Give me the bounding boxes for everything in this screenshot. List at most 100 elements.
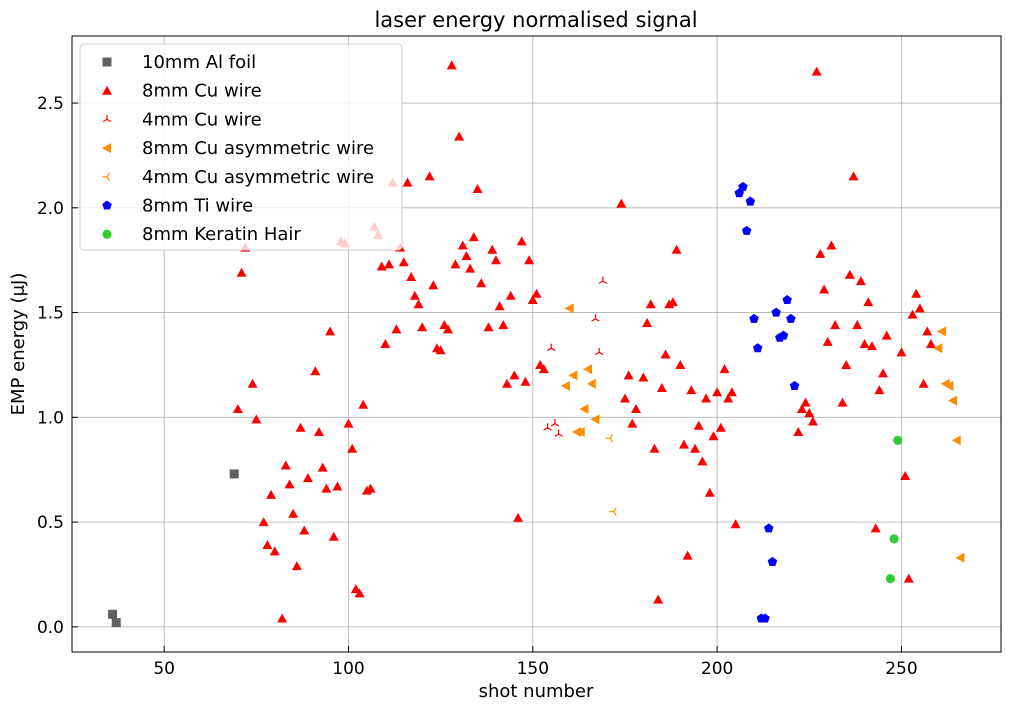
data-point	[686, 385, 697, 395]
data-point	[468, 232, 479, 242]
data-point	[446, 60, 457, 70]
data-point	[752, 343, 763, 353]
data-point	[708, 431, 719, 441]
data-point	[476, 278, 487, 288]
legend-marker	[102, 57, 112, 67]
data-point	[277, 613, 288, 623]
data-point	[365, 483, 376, 493]
data-point	[726, 387, 737, 397]
data-point	[933, 343, 943, 354]
x-axis-label: shot number	[479, 681, 594, 702]
data-point	[594, 347, 604, 356]
data-point	[819, 284, 830, 294]
data-point	[258, 517, 269, 527]
legend-label: 8mm Ti wire	[142, 196, 253, 217]
data-point	[560, 380, 570, 391]
data-point	[472, 183, 483, 193]
data-point	[505, 290, 516, 300]
data-point	[269, 546, 280, 556]
data-point	[417, 322, 428, 332]
data-point	[896, 347, 907, 357]
legend-marker	[102, 172, 110, 181]
data-point	[236, 267, 247, 277]
data-point	[852, 320, 863, 330]
legend: 10mm Al foil 8mm Cu wire 4mm Cu wire 8mm Cu…	[79, 43, 403, 251]
data-point	[704, 487, 715, 497]
data-point	[450, 259, 461, 269]
data-point	[811, 66, 822, 76]
data-point	[671, 244, 682, 254]
data-point	[807, 416, 818, 426]
data-point	[749, 313, 759, 323]
series-triangle-left	[560, 303, 965, 563]
data-point	[918, 378, 929, 388]
data-point	[583, 364, 593, 375]
series-square	[108, 469, 239, 628]
y-tick-label: 1.0	[37, 408, 64, 428]
y-axis-label: EMP energy (μJ)	[8, 273, 29, 416]
data-point	[232, 403, 243, 413]
data-point	[804, 408, 815, 418]
data-point	[837, 397, 848, 407]
data-point	[413, 299, 424, 309]
series-tri-left	[605, 434, 617, 516]
data-point	[730, 519, 741, 529]
data-point	[568, 370, 578, 381]
data-point	[701, 393, 712, 403]
data-point	[284, 479, 295, 489]
data-point	[262, 540, 273, 550]
data-point	[889, 534, 899, 544]
legend-label: 10mm Al foil	[142, 52, 256, 73]
data-point	[863, 297, 874, 307]
data-point	[490, 255, 501, 265]
data-point	[675, 359, 686, 369]
data-point	[841, 359, 852, 369]
data-point	[678, 439, 689, 449]
data-point	[878, 368, 889, 378]
data-point	[266, 489, 277, 499]
data-point	[822, 336, 833, 346]
data-point	[435, 345, 446, 355]
legend-label: 8mm Cu asymmetric wire	[142, 138, 374, 159]
data-point	[384, 259, 395, 269]
data-point	[280, 460, 291, 470]
data-point	[288, 508, 299, 518]
series-tri-down	[543, 276, 608, 437]
data-point	[598, 276, 608, 284]
series-pentagon	[734, 181, 800, 623]
data-point	[424, 171, 435, 181]
data-point	[848, 171, 859, 181]
data-point	[398, 257, 409, 267]
data-point	[922, 326, 933, 336]
data-point	[712, 387, 723, 397]
data-point	[380, 339, 391, 348]
legend-box	[79, 43, 403, 251]
data-point	[631, 403, 642, 413]
data-point	[609, 507, 617, 516]
plot-frame	[71, 35, 1002, 653]
data-point	[874, 385, 885, 395]
data-point	[844, 269, 855, 279]
data-point	[111, 618, 121, 628]
data-point	[251, 414, 262, 424]
chart-title: laser energy normalised signal	[374, 8, 697, 32]
series-triangle-up	[232, 60, 936, 623]
data-point	[550, 419, 560, 427]
legend-marker	[102, 143, 111, 154]
data-point	[520, 376, 531, 386]
y-tick-label: 1.5	[37, 304, 64, 324]
data-point	[457, 240, 468, 250]
data-point	[885, 574, 896, 584]
data-point	[767, 556, 778, 566]
data-point	[332, 481, 343, 491]
data-point	[693, 420, 704, 430]
data-point	[605, 434, 613, 443]
legend-label: 4mm Cu wire	[142, 109, 262, 130]
data-point	[870, 523, 881, 533]
data-point	[951, 435, 961, 446]
data-point	[800, 397, 811, 407]
data-point	[465, 263, 476, 273]
data-point	[538, 364, 549, 374]
data-point	[527, 295, 538, 304]
